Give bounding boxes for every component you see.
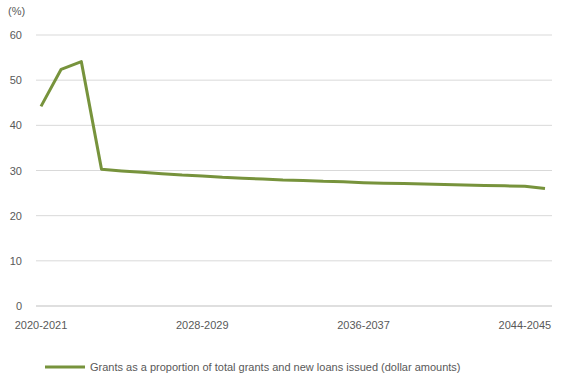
x-tick-label: 2044-2045 [499, 319, 552, 331]
y-tick-label: 0 [16, 300, 22, 312]
y-tick-label: 30 [10, 165, 22, 177]
grid-line [36, 80, 552, 81]
y-tick-label: 40 [10, 119, 22, 131]
legend-swatch [45, 366, 85, 369]
grid-line [36, 306, 552, 307]
y-tick-label: 50 [10, 74, 22, 86]
chart-container: 0 10 20 30 40 50 60 (%) 2020-2021 2028-2029 2036-2… [0, 0, 562, 384]
chart-svg: 0 10 20 30 40 50 60 (%) 2020-2021 2028-2029 2036-2… [0, 0, 562, 384]
x-tick-label: 2028-2029 [176, 319, 229, 331]
grid-line [36, 35, 552, 36]
grid-line [36, 215, 552, 216]
grid-line [36, 125, 552, 126]
legend: Grants as a proportion of total grants a… [45, 361, 461, 373]
series-line [41, 62, 545, 189]
y-axis-label: (%) [8, 5, 25, 17]
series-group [41, 62, 545, 189]
grid-line [36, 260, 552, 261]
x-tick-label: 2020-2021 [15, 319, 68, 331]
y-tick-label: 60 [10, 29, 22, 41]
x-tick-label: 2036-2037 [337, 319, 390, 331]
legend-label: Grants as a proportion of total grants a… [90, 361, 461, 373]
y-tick-label: 10 [10, 255, 22, 267]
y-tick-label: 20 [10, 210, 22, 222]
